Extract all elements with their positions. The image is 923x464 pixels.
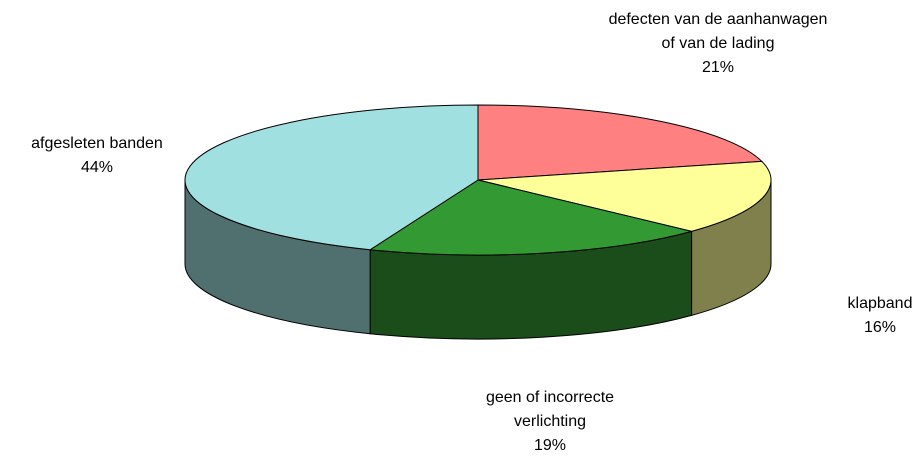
slice-label: defecten van de aanhanwagen of van de la… — [603, 8, 833, 80]
slice — [184, 104, 479, 251]
slice — [368, 179, 692, 256]
slice-label: geen of incorrecte verlichting 19% — [455, 386, 645, 458]
value-label: 44% — [80, 159, 114, 176]
category-label: geen of incorrecte verlichting — [485, 389, 615, 430]
value-label: 21% — [701, 59, 735, 76]
slice — [477, 104, 763, 181]
slice — [477, 160, 772, 232]
category-label: afgesleten banden — [31, 135, 163, 152]
slice-label: afgesleten banden 44% — [0, 132, 197, 180]
category-label: defecten van de aanhanwagen of van de la… — [608, 11, 828, 52]
category-label: klapband — [847, 295, 913, 312]
value-label: 16% — [863, 319, 897, 336]
slice-label: klapband 16% — [830, 292, 923, 340]
value-label: 19% — [533, 437, 567, 454]
